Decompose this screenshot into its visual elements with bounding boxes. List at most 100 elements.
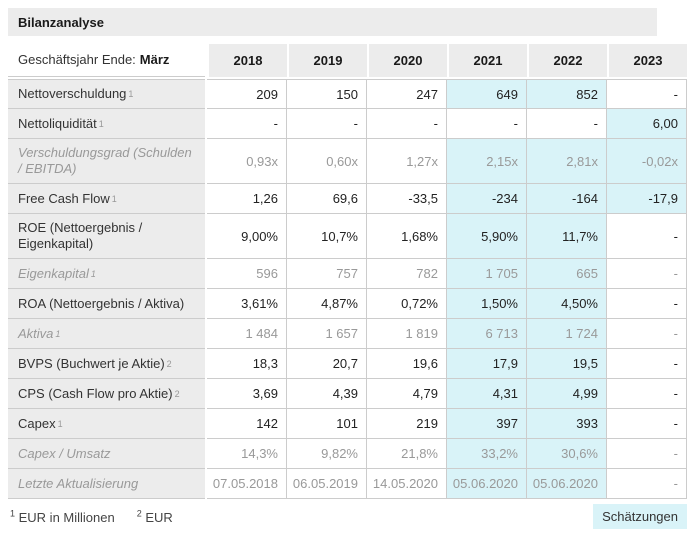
value-cell: -164: [527, 184, 607, 214]
value-cell: 150: [287, 79, 367, 109]
value-cell: 665: [527, 259, 607, 289]
year-header: 2023: [607, 44, 687, 77]
value-cell: 4,99: [527, 379, 607, 409]
row-label: CPS (Cash Flow pro Aktie) 2: [8, 379, 205, 409]
value-cell: -: [607, 379, 687, 409]
row-label: ROA (Nettoergebnis / Aktiva): [8, 289, 205, 319]
value-cell: 14.05.2020: [367, 469, 447, 499]
footnote: 2 EUR: [136, 508, 173, 525]
row-label-text: Capex: [18, 415, 56, 431]
value-cell: 101: [287, 409, 367, 439]
row-label-text: Capex / Umsatz: [18, 445, 111, 461]
value-cell: -: [607, 439, 687, 469]
value-cell: 4,39: [287, 379, 367, 409]
value-cell: -234: [447, 184, 527, 214]
value-cell: 649: [447, 79, 527, 109]
year-header: 2020: [367, 44, 447, 77]
table-row: ROA (Nettoergebnis / Aktiva) 3,61% 4,87% 0,…: [8, 289, 687, 319]
footnotes: 1 EUR in Millionen 2 EUR: [8, 508, 195, 524]
estimates-badge: Schätzungen: [593, 504, 687, 529]
table-row: BVPS (Buchwert je Aktie) 2 18,3 20,7 19,6 17,…: [8, 349, 687, 379]
value-cell: 05.06.2020: [527, 469, 607, 499]
row-label: ROE (Nettoergebnis / Eigenkapital): [8, 214, 205, 259]
value-cell: 1 657: [287, 319, 367, 349]
value-cell: 9,82%: [287, 439, 367, 469]
year-header: 2021: [447, 44, 527, 77]
row-label: Eigenkapital 1: [8, 259, 205, 289]
value-cell: 05.06.2020: [447, 469, 527, 499]
table-row: Aktiva 1 1 484 1 657 1 819 6 713 1 724-: [8, 319, 687, 349]
value-cell: 142: [207, 409, 287, 439]
value-cell: 1 819: [367, 319, 447, 349]
value-cell: -: [607, 469, 687, 499]
row-label-text: BVPS (Buchwert je Aktie): [18, 355, 165, 371]
value-cell: 19,5: [527, 349, 607, 379]
value-cell: 852: [527, 79, 607, 109]
row-label: Aktiva 1: [8, 319, 205, 349]
value-cell: 9,00%: [207, 214, 287, 259]
row-label: Nettoliquidität 1: [8, 109, 205, 139]
section-title-bar: Bilanzanalyse: [8, 8, 657, 36]
value-cell: 1 484: [207, 319, 287, 349]
value-cell: 3,61%: [207, 289, 287, 319]
fiscal-year-label: Geschäftsjahr Ende:: [18, 52, 136, 67]
table-row: Letzte Aktualisierung 07.05.2018 06.05.201…: [8, 469, 687, 499]
value-cell: 07.05.2018: [207, 469, 287, 499]
value-cell: -: [607, 349, 687, 379]
balance-table: Geschäftsjahr Ende: März 2018 2019 2020 202…: [8, 44, 687, 499]
value-cell: -: [607, 79, 687, 109]
value-cell: 4,87%: [287, 289, 367, 319]
value-cell: 757: [287, 259, 367, 289]
table-row: Free Cash Flow 1 1,26 69,6 -33,5 -234 -164 -17,…: [8, 184, 687, 214]
value-cell: 1 705: [447, 259, 527, 289]
value-cell: 14,3%: [207, 439, 287, 469]
table-row: Capex / Umsatz 14,3% 9,82% 21,8% 33,2% 30,6% -: [8, 439, 687, 469]
row-label-text: Verschuldungsgrad (Schulden / EBITDA): [18, 145, 192, 176]
value-cell: 20,7: [287, 349, 367, 379]
table-header-row: Geschäftsjahr Ende: März 2018 2019 2020 202…: [8, 44, 687, 77]
value-cell: 393: [527, 409, 607, 439]
value-cell: 5,90%: [447, 214, 527, 259]
header-label-cell: Geschäftsjahr Ende: März: [8, 44, 205, 77]
value-cell: 10,7%: [287, 214, 367, 259]
value-cell: 17,9: [447, 349, 527, 379]
table-row: CPS (Cash Flow pro Aktie) 2 3,69 4,39 4,79 4,…: [8, 379, 687, 409]
row-label: BVPS (Buchwert je Aktie) 2: [8, 349, 205, 379]
value-cell: 69,6: [287, 184, 367, 214]
value-cell: 0,93x: [207, 139, 287, 184]
value-cell: 11,7%: [527, 214, 607, 259]
row-label-text: Nettoliquidität: [18, 115, 97, 131]
row-label-text: Aktiva: [18, 325, 54, 341]
value-cell: -: [527, 109, 607, 139]
row-label-text: ROA (Nettoergebnis / Aktiva): [18, 295, 185, 311]
value-cell: 21,8%: [367, 439, 447, 469]
value-cell: 0,60x: [287, 139, 367, 184]
value-cell: -33,5: [367, 184, 447, 214]
value-cell: 1,27x: [367, 139, 447, 184]
value-cell: 0,72%: [367, 289, 447, 319]
value-cell: -17,9: [607, 184, 687, 214]
table-footer: 1 EUR in Millionen 2 EUR Schätzungen: [8, 504, 687, 529]
table-row: Nettoliquidität 1- - - - -6,00: [8, 109, 687, 139]
row-label: Free Cash Flow 1: [8, 184, 205, 214]
table-row: ROE (Nettoergebnis / Eigenkapital) 9,00% 1…: [8, 214, 687, 259]
row-label-text: Eigenkapital: [18, 265, 89, 281]
value-cell: 397: [447, 409, 527, 439]
value-cell: -: [447, 109, 527, 139]
row-label-text: Free Cash Flow: [18, 190, 110, 206]
value-cell: 596: [207, 259, 287, 289]
value-cell: 1,50%: [447, 289, 527, 319]
year-header: 2019: [287, 44, 367, 77]
value-cell: -: [607, 289, 687, 319]
value-cell: -: [207, 109, 287, 139]
year-header: 2022: [527, 44, 607, 77]
row-label: Nettoverschuldung 1: [8, 79, 205, 109]
value-cell: 30,6%: [527, 439, 607, 469]
table-row: Nettoverschuldung 1 209 150 247 649 852-: [8, 79, 687, 109]
value-cell: 6 713: [447, 319, 527, 349]
value-cell: 219: [367, 409, 447, 439]
page-title: Bilanzanalyse: [18, 14, 104, 30]
value-cell: 782: [367, 259, 447, 289]
value-cell: -: [607, 259, 687, 289]
value-cell: -: [607, 319, 687, 349]
